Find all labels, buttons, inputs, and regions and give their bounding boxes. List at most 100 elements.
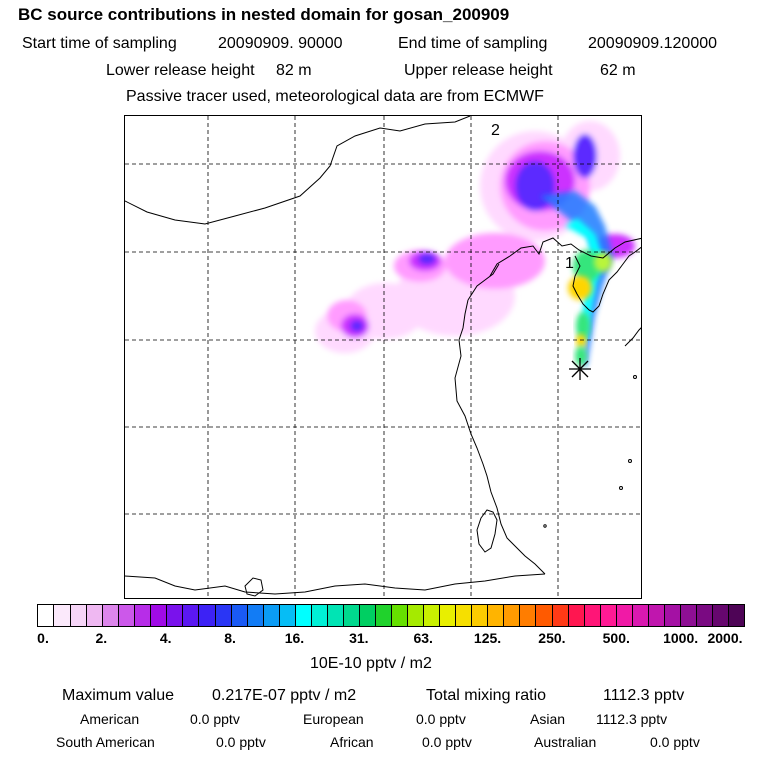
color-scale-swatch: [471, 605, 488, 626]
region-value: 0.0 pptv: [190, 711, 240, 727]
color-scale-segment: [230, 605, 295, 626]
tracer-note: Passive tracer used, meteorological data…: [126, 88, 544, 105]
color-scale-swatch: [423, 605, 440, 626]
color-scale-swatch: [310, 605, 327, 626]
color-scale-swatch: [166, 605, 183, 626]
color-scale-swatch: [551, 605, 568, 626]
plume-layer: [315, 121, 635, 353]
color-scale-swatch: [599, 605, 616, 626]
color-scale-swatch: [391, 605, 408, 626]
receptor-marker-diag-2: [571, 360, 589, 378]
color-scale-swatch: [647, 605, 664, 626]
coastline-shandong-north: [467, 263, 500, 301]
color-scale-swatch: [85, 605, 103, 626]
color-scale-swatch: [519, 605, 536, 626]
region-value: 0.0 pptv: [650, 734, 700, 750]
color-scale-segment: [423, 605, 488, 626]
coastline-bohai-gulf: [489, 237, 641, 277]
plot-title: BC source contributions in nested domain…: [18, 5, 510, 24]
color-scale-segment: [487, 605, 552, 626]
color-scale-swatch: [487, 605, 504, 626]
color-scale-swatch: [150, 605, 167, 626]
color-scale-swatch: [711, 605, 729, 626]
color-scale-tick-label: 125.: [473, 630, 502, 646]
plume-yellow-korea: [568, 276, 592, 300]
map-grid: [125, 116, 641, 598]
region-value: 0.0 pptv: [416, 711, 466, 727]
lower-height-label: Lower release height: [106, 62, 255, 79]
color-scale-tick-label: 2000.: [707, 630, 743, 646]
color-scale-swatch: [455, 605, 472, 626]
color-scale-swatch: [182, 605, 199, 626]
island-small-3: [619, 486, 623, 490]
color-scale-swatch: [69, 605, 86, 626]
color-scale-tick-label: 250.: [538, 630, 566, 646]
color-scale-tick-label: 4.: [159, 630, 172, 646]
coastline-north-border: [125, 116, 471, 225]
end-time-value: 20090909.120000: [588, 35, 718, 52]
color-scale-swatch: [695, 605, 712, 626]
color-scale-segment: [551, 605, 616, 626]
color-scale-swatch: [53, 605, 70, 626]
color-scale-tick-label: 31.: [349, 630, 369, 646]
color-scale-swatch: [615, 605, 632, 626]
color-scale-tick-label: 8.: [224, 630, 236, 646]
region-value: 0.0 pptv: [422, 734, 472, 750]
color-scale-swatch: [374, 605, 392, 626]
upper-height-value: 62 m: [600, 62, 636, 79]
color-scale-swatch: [663, 605, 680, 626]
color-scale-swatch: [342, 605, 359, 626]
color-scale-swatch: [262, 605, 279, 626]
color-scale-segment: [294, 605, 359, 626]
plume-green-south: [576, 312, 590, 340]
color-scale-bar: [37, 604, 745, 627]
color-scale-segment: [679, 605, 745, 626]
map-svg: 1 2: [125, 116, 641, 598]
color-scale-tick-label: 500.: [602, 630, 630, 646]
island-small-2: [628, 459, 632, 463]
color-scale-tick-label: 2.: [95, 630, 108, 646]
plume-core-cyan: [565, 218, 603, 341]
color-scale-swatch: [294, 605, 311, 626]
region-value: 1112.3 pptv: [596, 711, 668, 727]
coastline-taiwan: [476, 509, 498, 553]
region-name: Asian: [530, 711, 566, 727]
region-value: 0.0 pptv: [216, 734, 266, 750]
region-name: South American: [56, 734, 155, 750]
color-scale-swatch: [102, 605, 119, 626]
color-scale-swatch: [503, 605, 520, 626]
receptor-marker-icon: [569, 358, 591, 380]
plume-yellow-south: [576, 334, 586, 348]
color-scale-segment: [38, 605, 103, 626]
color-scale-swatch: [583, 605, 600, 626]
coastline-hainan: [244, 577, 264, 597]
map-label-1: 1: [565, 255, 574, 272]
plume-green-north: [573, 250, 601, 282]
color-scale-swatch: [278, 605, 295, 626]
color-scale-swatch: [679, 605, 696, 626]
end-time-label: End time of sampling: [398, 35, 548, 52]
plume-blue-northeast: [515, 161, 555, 211]
lower-height-value: 82 m: [276, 62, 312, 79]
color-scale-swatch: [246, 605, 263, 626]
color-scale-swatch: [728, 605, 745, 626]
color-scale-swatch: [38, 605, 54, 626]
color-scale-swatch: [358, 605, 375, 626]
color-scale-tick-label: 1000.: [663, 630, 699, 646]
map-label-2: 2: [491, 122, 500, 139]
plume-blue-north: [573, 134, 597, 178]
color-scale-segment: [615, 605, 680, 626]
region-name: Australian: [534, 734, 597, 750]
colorbar-unit: 10E-10 pptv / m2: [310, 655, 432, 672]
color-scale-segment: [358, 605, 424, 626]
plume-blue-west: [350, 320, 364, 332]
coastline-korea: [572, 246, 641, 313]
island-small-4: [543, 524, 547, 528]
color-scale-tick-label: 16.: [284, 630, 305, 646]
color-scale-swatch: [214, 605, 231, 626]
region-name: American: [80, 711, 140, 727]
color-scale-swatch: [567, 605, 584, 626]
total-mixing-label: Total mixing ratio: [426, 687, 547, 704]
color-scale-tick-label: 0.: [37, 630, 49, 646]
plume-core: [540, 191, 613, 366]
